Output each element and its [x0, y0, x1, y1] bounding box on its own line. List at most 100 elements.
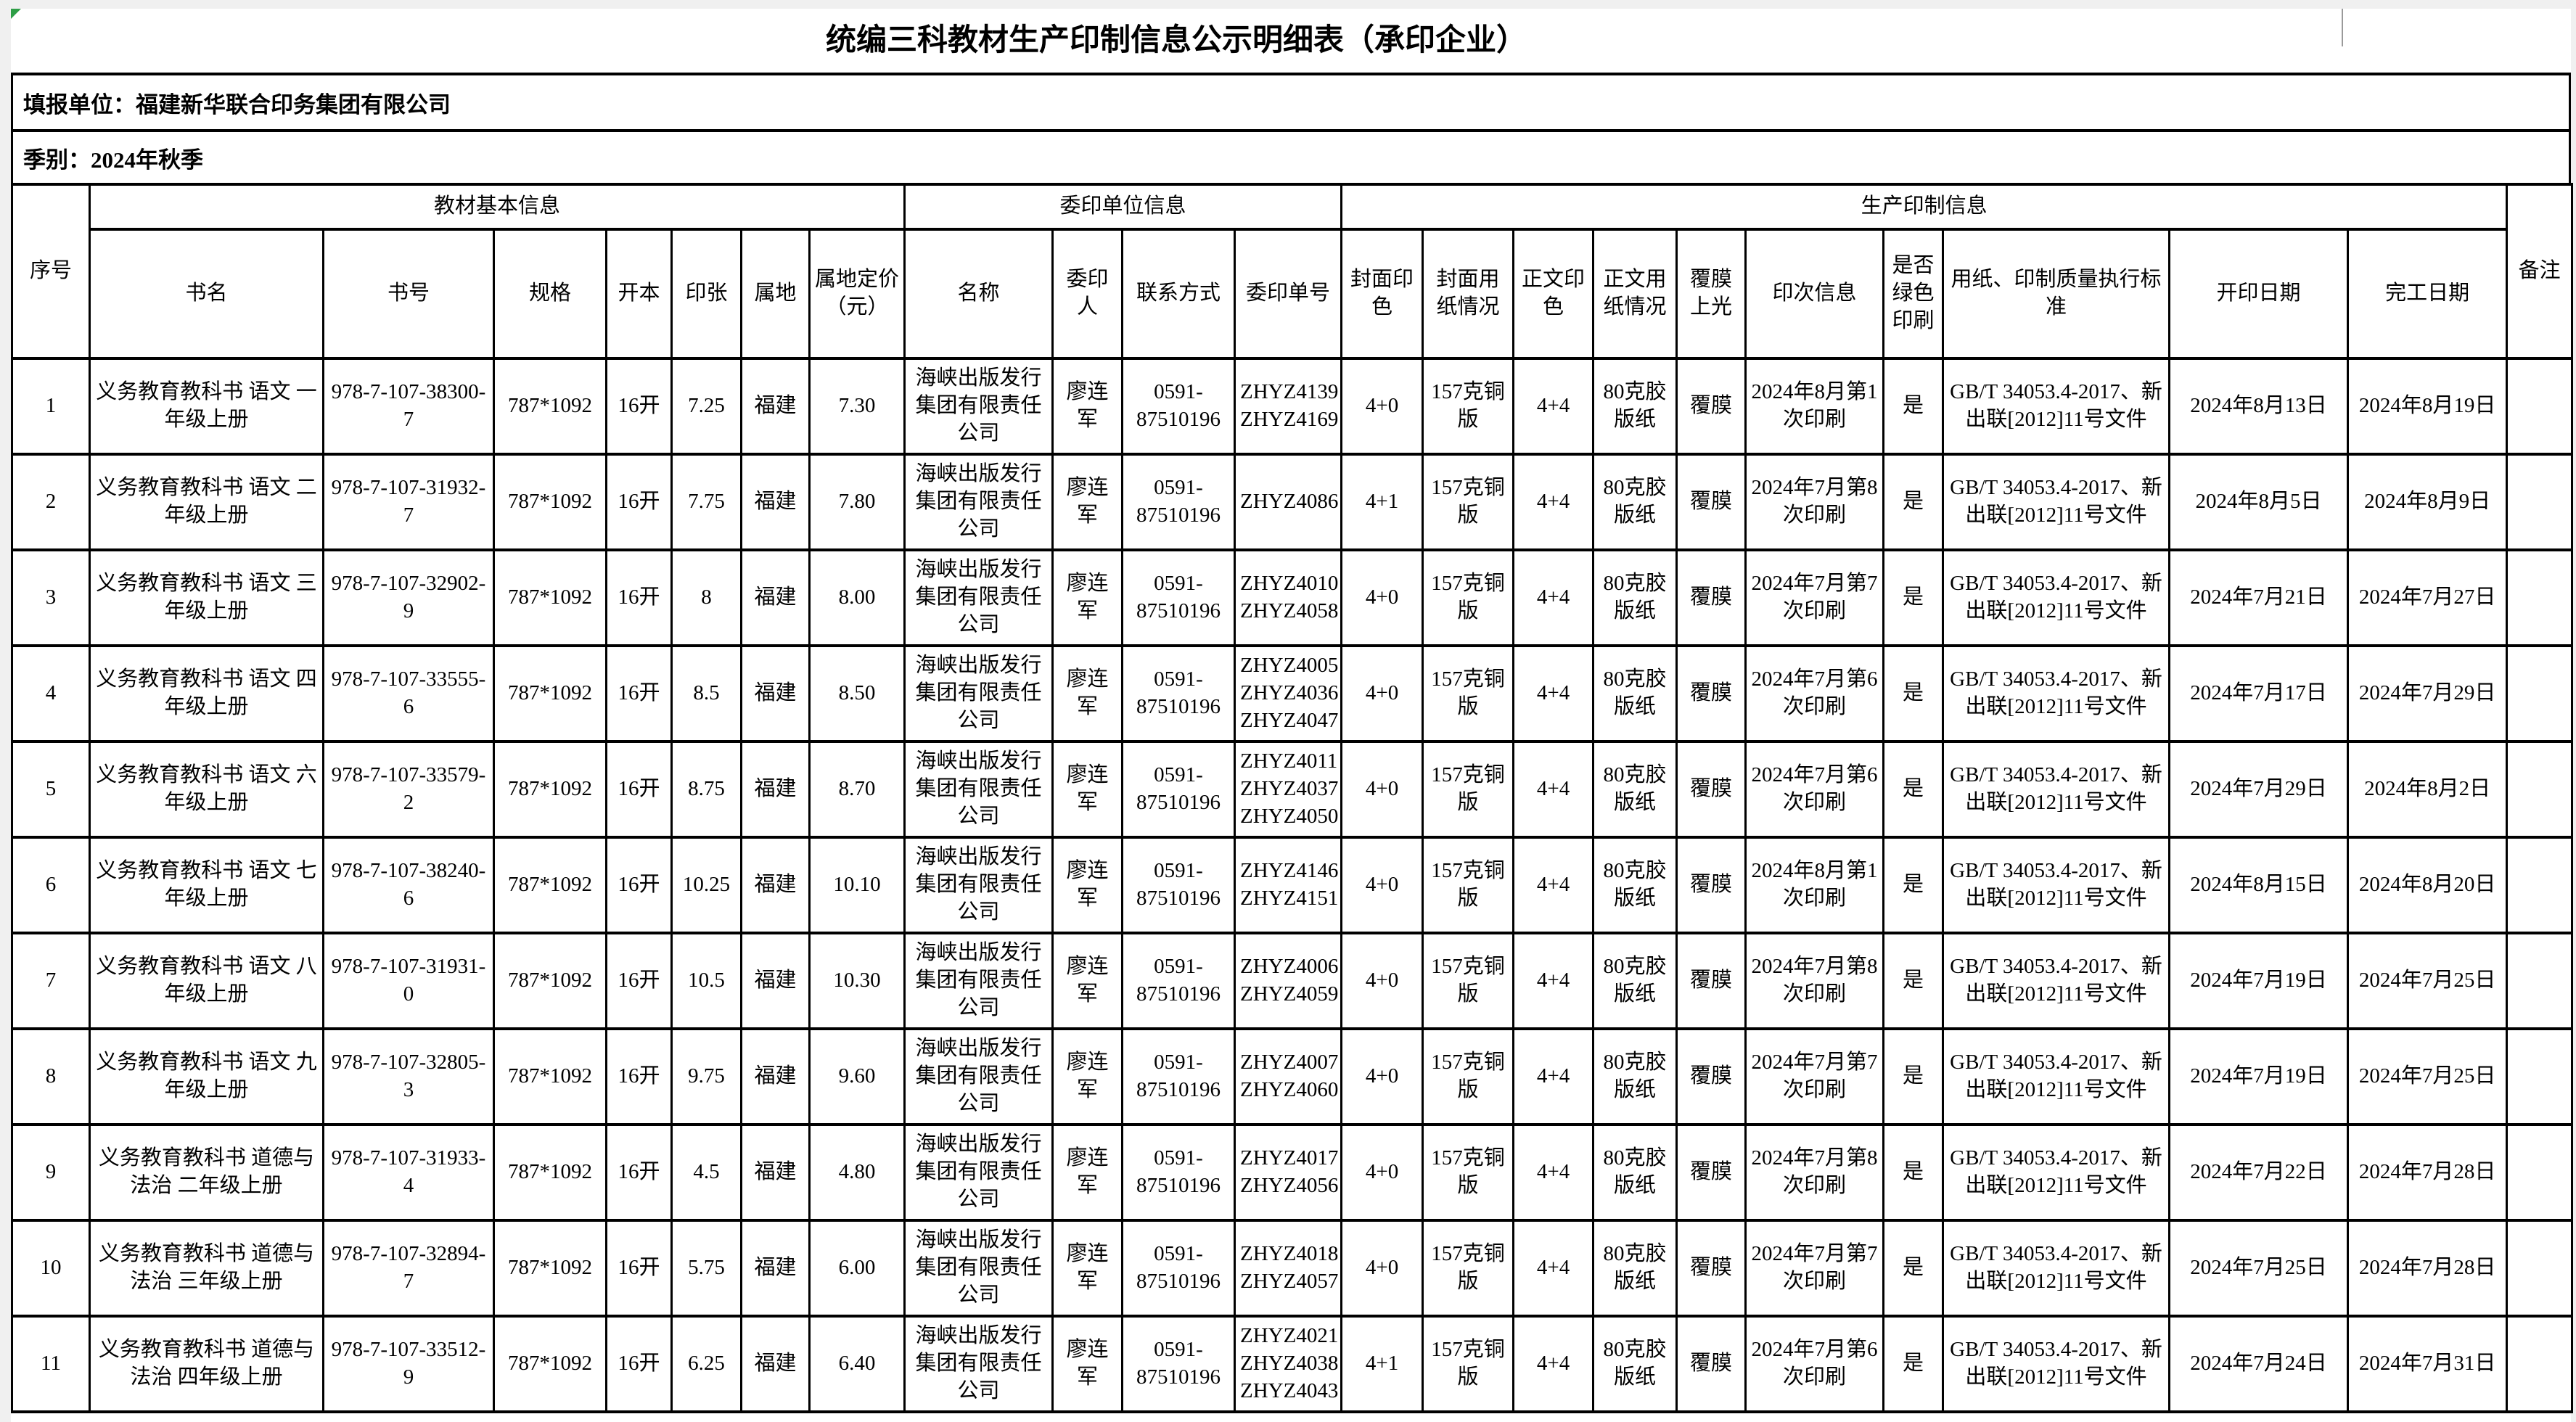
- cell-green: 是: [1882, 1123, 1945, 1222]
- cell-seq: 10: [11, 1219, 91, 1318]
- cell-body-colors: 4+4: [1512, 453, 1595, 551]
- cell-order-no: ZHYZ4011 ZHYZ4037 ZHYZ4050: [1234, 740, 1343, 839]
- reporting-unit-label: 填报单位：福建新华联合印务集团有限公司: [23, 91, 451, 118]
- cell-book-name: 义务教育教科书 语文 九年级上册: [89, 1027, 324, 1126]
- cell-spec: 787*1092: [493, 453, 607, 551]
- cell-body-colors: 4+4: [1512, 1123, 1595, 1222]
- cell-start-date: 2024年7月19日: [2168, 1027, 2350, 1126]
- cell-body-paper: 80克胶版纸: [1592, 644, 1678, 743]
- cell-book-name: 义务教育教科书 语文 八年级上册: [89, 932, 324, 1030]
- cell-sheets: 7.25: [670, 357, 742, 456]
- col-header-remark: 备注: [2506, 183, 2574, 360]
- cell-standard: GB/T 34053.4-2017、新出联[2012]11号文件: [1942, 453, 2171, 551]
- cell-order-no: ZHYZ4010 ZHYZ4058: [1234, 548, 1343, 647]
- cell-cover-paper: 157克铜版: [1422, 453, 1515, 551]
- cell-finish-date: 2024年7月28日: [2347, 1219, 2509, 1318]
- cell-body-colors: 4+4: [1512, 357, 1595, 456]
- cell-contact: 0591-87510196: [1121, 740, 1236, 839]
- cell-client-person: 廖连军: [1051, 1027, 1124, 1126]
- cell-book-name: 义务教育教科书 道德与法治 四年级上册: [89, 1315, 324, 1413]
- cell-printing: 2024年7月第7次印刷: [1744, 1219, 1885, 1318]
- cell-start-date: 2024年8月15日: [2168, 836, 2350, 934]
- header-sub-row: 书名 书号 规格 开本 印张 属地 属地定价（元） 名称 委印人 联系方式 委印…: [12, 228, 2572, 360]
- cell-lamination: 覆膜: [1675, 740, 1747, 839]
- cell-contact: 0591-87510196: [1121, 1027, 1236, 1126]
- cell-finish-date: 2024年7月29日: [2347, 644, 2509, 743]
- col-header-body-paper: 正文用纸情况: [1592, 228, 1678, 360]
- cell-body-colors: 4+4: [1512, 1027, 1595, 1126]
- cell-green: 是: [1882, 1315, 1945, 1413]
- cell-body-paper: 80克胶版纸: [1592, 932, 1678, 1030]
- table-row: 10 义务教育教科书 道德与法治 三年级上册 978-7-107-32894-7…: [11, 1219, 2574, 1318]
- cell-finish-date: 2024年7月28日: [2347, 1123, 2509, 1222]
- cell-finish-date: 2024年7月31日: [2347, 1315, 2509, 1413]
- cell-contact: 0591-87510196: [1121, 357, 1236, 456]
- col-header-start-date: 开印日期: [2168, 228, 2350, 360]
- cell-remark: [2506, 1027, 2574, 1126]
- cell-body-colors: 4+4: [1512, 932, 1595, 1030]
- cell-spec: 787*1092: [493, 644, 607, 743]
- cell-finish-date: 2024年8月19日: [2347, 357, 2509, 456]
- cell-spec: 787*1092: [493, 1123, 607, 1222]
- cell-format: 16开: [605, 1027, 673, 1126]
- cell-seq: 5: [11, 740, 91, 839]
- reporting-unit-row: 填报单位：福建新华联合印务集团有限公司: [11, 73, 2571, 129]
- cell-client-name: 海峡出版发行集团有限责任公司: [903, 644, 1054, 743]
- cell-body-colors: 4+4: [1512, 548, 1595, 647]
- cell-remark: [2506, 548, 2574, 647]
- col-header-seq: 序号: [11, 183, 91, 360]
- cell-seq: 4: [11, 644, 91, 743]
- cell-standard: GB/T 34053.4-2017、新出联[2012]11号文件: [1942, 836, 2171, 934]
- cell-body-paper: 80克胶版纸: [1592, 453, 1678, 551]
- table-row: 8 义务教育教科书 语文 九年级上册 978-7-107-32805-3 787…: [11, 1027, 2574, 1126]
- cell-cover-colors: 4+0: [1340, 644, 1424, 743]
- cell-order-no: ZHYZ4018 ZHYZ4057: [1234, 1219, 1343, 1318]
- cell-standard: GB/T 34053.4-2017、新出联[2012]11号文件: [1942, 644, 2171, 743]
- cell-body-colors: 4+4: [1512, 644, 1595, 743]
- cell-region: 福建: [740, 836, 811, 934]
- cell-client-person: 廖连军: [1051, 836, 1124, 934]
- cell-client-person: 廖连军: [1051, 548, 1124, 647]
- group-header-basic-info: 教材基本信息: [88, 183, 906, 231]
- cell-region: 福建: [740, 548, 811, 647]
- cell-format: 16开: [605, 1219, 673, 1318]
- table-row: 2 义务教育教科书 语文 二年级上册 978-7-107-31932-7 787…: [11, 453, 2574, 551]
- cell-cover-paper: 157克铜版: [1422, 932, 1515, 1030]
- cell-lamination: 覆膜: [1675, 644, 1747, 743]
- cell-finish-date: 2024年7月25日: [2347, 1027, 2509, 1126]
- cell-remark: [2506, 932, 2574, 1030]
- cell-body-paper: 80克胶版纸: [1592, 836, 1678, 934]
- cell-spec: 787*1092: [493, 932, 607, 1030]
- cell-region: 福建: [740, 1219, 811, 1318]
- cell-format: 16开: [605, 1315, 673, 1413]
- col-header-isbn: 书号: [322, 228, 495, 360]
- cell-price: 10.30: [808, 932, 906, 1030]
- cell-book-name: 义务教育教科书 语文 三年级上册: [89, 548, 324, 647]
- cell-lamination: 覆膜: [1675, 1123, 1747, 1222]
- cell-spec: 787*1092: [493, 1315, 607, 1413]
- cell-format: 16开: [605, 644, 673, 743]
- cell-client-person: 廖连军: [1051, 644, 1124, 743]
- cell-format: 16开: [605, 836, 673, 934]
- cell-client-name: 海峡出版发行集团有限责任公司: [903, 453, 1054, 551]
- cell-cover-paper: 157克铜版: [1422, 357, 1515, 456]
- col-header-format: 开本: [605, 228, 673, 360]
- cell-body-colors: 4+4: [1512, 836, 1595, 934]
- cell-green: 是: [1882, 1027, 1945, 1126]
- cell-printing: 2024年8月第1次印刷: [1744, 357, 1885, 456]
- cell-sheets: 5.75: [670, 1219, 742, 1318]
- cell-sheets: 8: [670, 548, 742, 647]
- cell-order-no: ZHYZ4017 ZHYZ4056: [1234, 1123, 1343, 1222]
- cell-green: 是: [1882, 740, 1945, 839]
- col-header-client-name: 名称: [903, 228, 1054, 360]
- cell-printing: 2024年7月第6次印刷: [1744, 644, 1885, 743]
- cell-price: 9.60: [808, 1027, 906, 1126]
- cell-book-name: 义务教育教科书 语文 七年级上册: [89, 836, 324, 934]
- cell-contact: 0591-87510196: [1121, 644, 1236, 743]
- col-header-region: 属地: [740, 228, 811, 360]
- cell-lamination: 覆膜: [1675, 1219, 1747, 1318]
- table-body: 1 义务教育教科书 语文 一年级上册 978-7-107-38300-7 787…: [11, 357, 2574, 1413]
- cell-start-date: 2024年7月21日: [2168, 548, 2350, 647]
- col-header-client-person: 委印人: [1051, 228, 1124, 360]
- cell-isbn: 978-7-107-32902-9: [322, 548, 495, 647]
